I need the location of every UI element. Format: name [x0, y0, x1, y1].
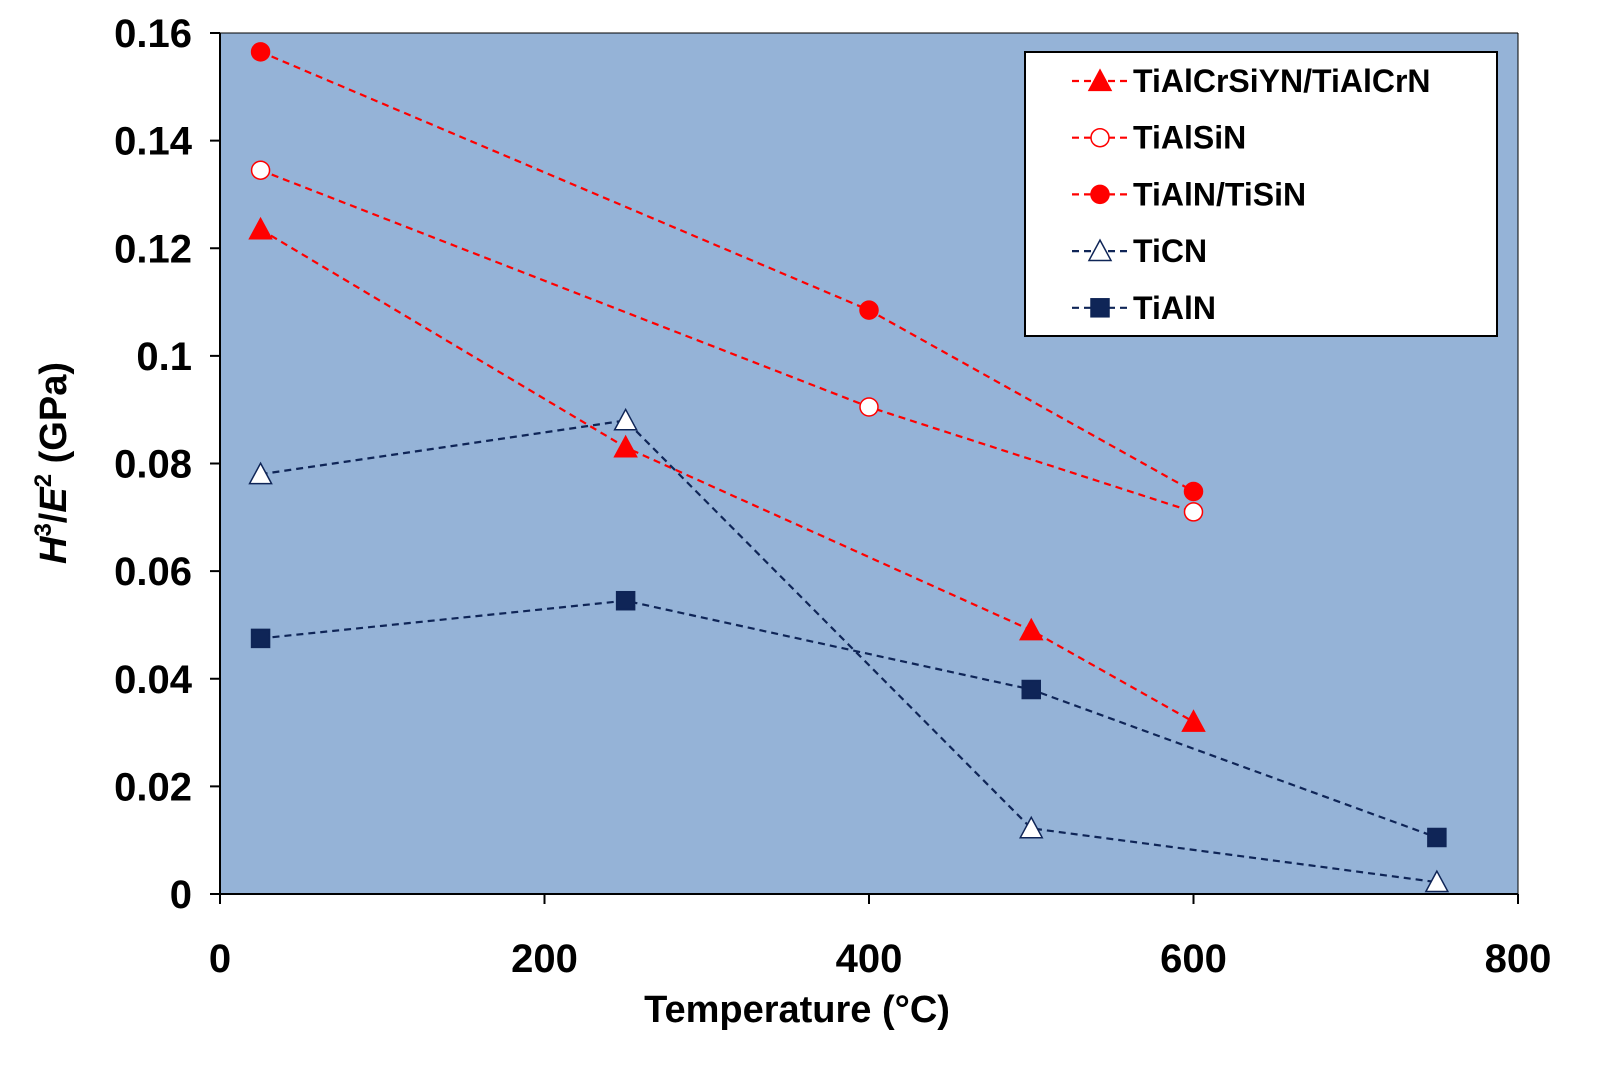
y-tick-label: 0.08 — [114, 443, 192, 487]
series-line — [259, 228, 1195, 723]
data-point — [615, 590, 636, 611]
legend-marker — [1090, 127, 1110, 148]
y-tick-label: 0.14 — [114, 120, 193, 164]
legend-marker — [1090, 298, 1110, 318]
x-tick-label: 600 — [1160, 937, 1227, 981]
axes: 0 0.02 0.04 0.06 0.08 0.1 0.12 0.14 0.16 0 200 400 6… — [114, 12, 1551, 981]
series-line — [260, 419, 1438, 884]
y-axis-title-sup2: 2 — [30, 474, 57, 487]
legend-item: TiCN — [1072, 233, 1207, 269]
data-point — [250, 42, 271, 62]
legend-label: TiCN — [1133, 233, 1207, 269]
data-point — [248, 216, 273, 240]
data-point — [250, 160, 271, 180]
legend-label: TiAlN — [1133, 290, 1216, 326]
legend-marker — [1087, 238, 1113, 262]
data-point — [1183, 502, 1204, 522]
series-line — [260, 599, 1438, 839]
y-tick-label: 0.02 — [114, 765, 192, 809]
x-axis-title: Temperature (°C) — [644, 989, 950, 1031]
y-tick-label: 0.06 — [114, 550, 192, 594]
x-tick-label: 0 — [209, 937, 231, 981]
x-tick-label: 800 — [1485, 937, 1552, 981]
legend: TiAlCrSiYN/TiAlCrN TiAlSiN TiAlN/TiSiN TiCN… — [1024, 51, 1498, 337]
y-axis-title-unit: (GPa) — [33, 362, 75, 474]
legend-label: TiAlCrSiYN/TiAlCrN — [1133, 63, 1431, 99]
data-point — [613, 407, 638, 431]
y-axis-title: H3/E2 (GPa) — [30, 362, 75, 564]
x-tick-label: 200 — [511, 937, 578, 981]
series-tialn — [250, 590, 1447, 848]
y-axis-title-slash: / — [33, 512, 75, 523]
data-point — [859, 300, 879, 320]
series-tialsin — [250, 160, 1204, 522]
series-tialcrsiyn-tialcrn — [248, 216, 1206, 732]
data-point — [1021, 679, 1041, 700]
data-point — [1183, 481, 1204, 502]
data-point — [250, 628, 271, 649]
data-point — [1018, 815, 1044, 839]
legend-item: TiAlN — [1072, 290, 1216, 326]
data-point — [1181, 709, 1206, 732]
data-point — [1018, 617, 1044, 641]
data-point — [248, 461, 273, 485]
legend-label: TiAlSiN — [1133, 120, 1246, 156]
series-ticn — [248, 407, 1450, 893]
legend-label: TiAlN/TiSiN — [1133, 176, 1306, 212]
legend-item: TiAlN/TiSiN — [1072, 176, 1306, 212]
legend-item: TiAlCrSiYN/TiAlCrN — [1072, 63, 1431, 99]
legend-marker — [1090, 184, 1110, 205]
data-point — [613, 434, 638, 458]
y-tick-label: 0.16 — [114, 12, 192, 56]
x-tick-label: 400 — [836, 937, 903, 981]
legend-marker — [1087, 68, 1113, 92]
y-axis-title-sup1: 3 — [30, 523, 57, 536]
series-tialn-tisin — [250, 42, 1204, 502]
y-tick-label: 0.12 — [114, 227, 192, 271]
data-point — [1427, 827, 1447, 848]
y-tick-label: 0.04 — [114, 658, 193, 702]
data-point — [859, 397, 879, 417]
y-tick-label: 0.1 — [136, 335, 192, 379]
y-axis-title-e: E — [33, 486, 75, 513]
y-tick-label: 0 — [170, 873, 192, 917]
data-point — [1424, 869, 1450, 893]
y-axis-title-h: H — [33, 535, 75, 564]
series-layer — [248, 42, 1450, 893]
legend-item: TiAlSiN — [1072, 120, 1246, 156]
